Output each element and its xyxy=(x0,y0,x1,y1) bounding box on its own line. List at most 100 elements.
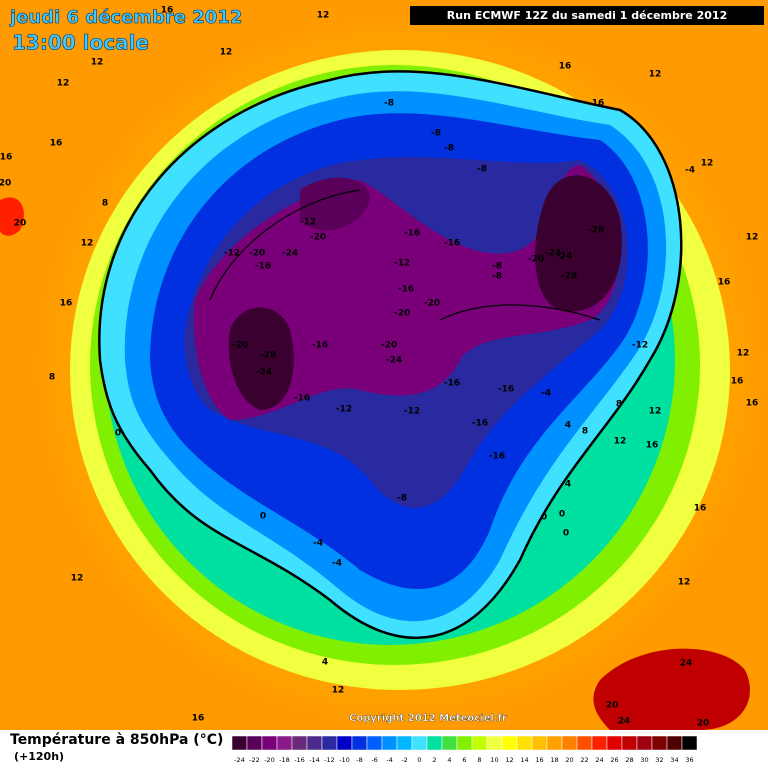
colorbar-label: 30 xyxy=(640,756,648,764)
colorbar-swatch xyxy=(456,735,473,751)
contour-label: 12 xyxy=(57,79,70,89)
contour-label: 16 xyxy=(694,504,707,514)
contour-label: 16 xyxy=(192,714,205,724)
colorbar-label: -24 xyxy=(234,756,245,764)
colorbar-swatch xyxy=(336,735,353,751)
contour-label: -24 xyxy=(256,368,272,378)
colorbar-swatch xyxy=(501,735,518,751)
contour-label: -28 xyxy=(260,351,276,361)
contour-label: -16 xyxy=(472,419,488,429)
contour-label: 12 xyxy=(220,48,233,58)
contour-label: -20 xyxy=(528,255,544,265)
contour-label: -16 xyxy=(294,394,310,404)
map-background xyxy=(0,0,768,730)
footer-lead: (+120h) xyxy=(14,750,64,763)
contour-labels: 12161212121616202081216801216124-4-40-8-… xyxy=(0,6,758,729)
colorbar-label: 20 xyxy=(565,756,573,764)
colorbar-swatch xyxy=(486,735,503,751)
colorbar-swatch xyxy=(636,735,653,751)
contour-label: -20 xyxy=(310,233,326,243)
copyright: Copyright 2012 Meteociel.fr xyxy=(349,713,507,724)
colorbar-label: 34 xyxy=(670,756,678,764)
contour-label: -24 xyxy=(556,252,572,262)
contour-label: 24 xyxy=(618,717,631,727)
contour-label: 20 xyxy=(606,701,619,711)
colorbar-label: 22 xyxy=(580,756,588,764)
colorbar-label: -10 xyxy=(339,756,350,764)
contour-label: -12 xyxy=(336,405,352,415)
contour-label: 0 xyxy=(260,512,266,522)
contour-label: -20 xyxy=(232,341,248,351)
colorbar-swatch xyxy=(396,735,413,751)
contour-label: -8 xyxy=(431,129,441,139)
contour-label: 12 xyxy=(317,11,330,21)
run-info: Run ECMWF 12Z du samedi 1 décembre 2012 xyxy=(447,9,727,22)
contour-label: -20 xyxy=(381,341,397,351)
contour-label: 12 xyxy=(678,578,691,588)
contour-label: -12 xyxy=(394,259,410,269)
contour-label: -16 xyxy=(498,385,514,395)
colorbar-label: 4 xyxy=(447,756,451,764)
colorbar-swatch xyxy=(681,735,698,751)
colorbar-label: 32 xyxy=(655,756,663,764)
colorbar-swatch xyxy=(546,735,563,751)
colorbar-label: 14 xyxy=(520,756,528,764)
contour-label: 20 xyxy=(697,719,710,729)
contour-label: 20 xyxy=(14,219,27,229)
colorbar-swatch xyxy=(381,735,398,751)
contour-label: 8 xyxy=(49,373,55,383)
colorbar-label: 2 xyxy=(432,756,436,764)
colorbar-swatch xyxy=(306,735,323,751)
contour-label: -8 xyxy=(384,99,394,109)
colorbar-label: -18 xyxy=(279,756,290,764)
contour-label: 12 xyxy=(649,70,662,80)
contour-label: 12 xyxy=(81,239,94,249)
colorbar-swatch xyxy=(276,735,293,751)
contour-label: 0 xyxy=(563,529,569,539)
contour-label: -16 xyxy=(489,452,505,462)
contour-label: -24 xyxy=(545,249,561,259)
contour-label: 16 xyxy=(559,62,572,72)
contour-label: 16 xyxy=(161,6,174,16)
contour-label: 12 xyxy=(71,574,84,584)
contour-label: 16 xyxy=(50,139,63,149)
contour-label: -16 xyxy=(255,262,271,272)
contour-label: -8 xyxy=(477,165,487,175)
colorbar-label: 0 xyxy=(417,756,421,764)
colorbar-label: -20 xyxy=(264,756,275,764)
map-date: jeudi 6 décembre 2012 xyxy=(9,7,242,28)
colorbar-label: -4 xyxy=(386,756,392,764)
colorbar-label: -2 xyxy=(401,756,407,764)
contour-label: -4 xyxy=(332,559,342,569)
contour-label: -8 xyxy=(492,272,502,282)
colorbar-label: -16 xyxy=(294,756,305,764)
colorbar-swatch xyxy=(321,735,338,751)
colorbar-label: 8 xyxy=(477,756,481,764)
contour-label: -20 xyxy=(394,309,410,319)
contour-label: 12 xyxy=(91,58,104,68)
colorbar: -24 -22 -20 -18 -16 -14 -12 -10 -8 -6 -4 -2 0 2 4 6 8 10 1… xyxy=(231,735,698,764)
colorbar-label: -22 xyxy=(249,756,260,764)
colorbar-swatch xyxy=(231,735,248,751)
contour-label: -8 xyxy=(444,144,454,154)
colorbar-label: -6 xyxy=(371,756,377,764)
contour-label: -8 xyxy=(397,494,407,504)
contour-label: 16 xyxy=(646,441,659,451)
contour-label: 0 xyxy=(559,510,565,520)
contour-label: -24 xyxy=(386,356,402,366)
contour-label: 16 xyxy=(592,99,605,109)
colorbar-swatch xyxy=(426,735,443,751)
colorbar-swatch xyxy=(666,735,683,751)
contour-label: 12 xyxy=(701,159,714,169)
colorbar-label: -8 xyxy=(356,756,362,764)
contour-label: -20 xyxy=(249,249,265,259)
contour-label: -4 xyxy=(313,539,323,549)
contour-label: 8 xyxy=(582,427,588,437)
contour-label: 20 xyxy=(0,179,11,189)
contour-label: -16 xyxy=(444,239,460,249)
contour-label: -12 xyxy=(300,218,316,228)
colorbar-swatch xyxy=(531,735,548,751)
colorbar-swatch xyxy=(621,735,638,751)
run-box xyxy=(410,6,764,25)
